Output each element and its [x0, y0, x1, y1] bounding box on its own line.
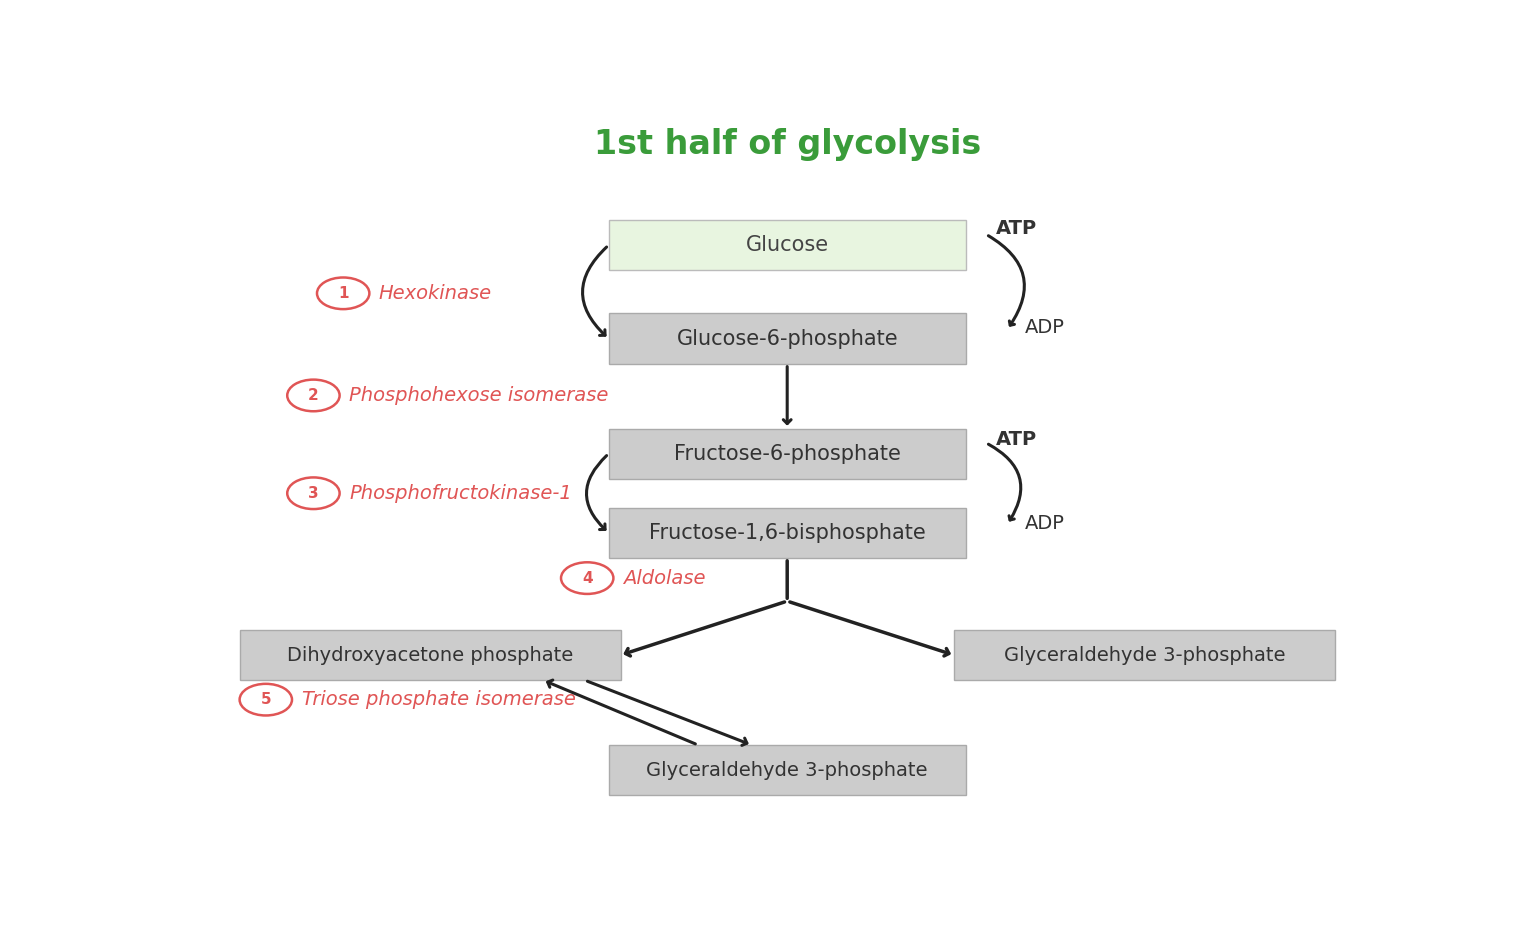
FancyBboxPatch shape	[608, 220, 966, 270]
Circle shape	[316, 277, 369, 309]
FancyBboxPatch shape	[608, 429, 966, 479]
Text: Glyceraldehyde 3-phosphate: Glyceraldehyde 3-phosphate	[647, 760, 928, 780]
Text: Dihydroxyacetone phosphate: Dihydroxyacetone phosphate	[287, 645, 573, 665]
Text: 5: 5	[261, 692, 272, 707]
Text: Phosphofructokinase-1: Phosphofructokinase-1	[349, 484, 571, 502]
Text: 1: 1	[338, 286, 349, 301]
Text: 1st half of glycolysis: 1st half of glycolysis	[593, 128, 982, 161]
Circle shape	[240, 684, 292, 715]
Text: Aldolase: Aldolase	[624, 569, 705, 587]
Text: 2: 2	[309, 388, 319, 403]
Text: 3: 3	[309, 486, 319, 501]
Text: ADP: ADP	[1026, 514, 1064, 533]
Text: Glucose-6-phosphate: Glucose-6-phosphate	[676, 329, 899, 348]
FancyBboxPatch shape	[608, 508, 966, 558]
Text: ATP: ATP	[995, 430, 1037, 449]
FancyBboxPatch shape	[954, 630, 1335, 680]
FancyBboxPatch shape	[608, 314, 966, 363]
FancyBboxPatch shape	[240, 630, 621, 680]
Text: 4: 4	[582, 571, 593, 586]
Text: Glucose: Glucose	[745, 235, 829, 255]
Text: ATP: ATP	[995, 219, 1037, 238]
Text: ADP: ADP	[1026, 318, 1064, 337]
Text: Triose phosphate isomerase: Triose phosphate isomerase	[301, 690, 576, 709]
Text: Fructose-1,6-bisphosphate: Fructose-1,6-bisphosphate	[648, 523, 926, 543]
Text: Phosphohexose isomerase: Phosphohexose isomerase	[349, 386, 608, 405]
Circle shape	[561, 562, 613, 594]
Circle shape	[287, 477, 339, 509]
Circle shape	[287, 379, 339, 411]
Text: Fructose-6-phosphate: Fructose-6-phosphate	[674, 444, 900, 463]
Text: Glyceraldehyde 3-phosphate: Glyceraldehyde 3-phosphate	[1003, 645, 1286, 665]
Text: Hexokinase: Hexokinase	[379, 284, 492, 303]
FancyBboxPatch shape	[608, 745, 966, 796]
